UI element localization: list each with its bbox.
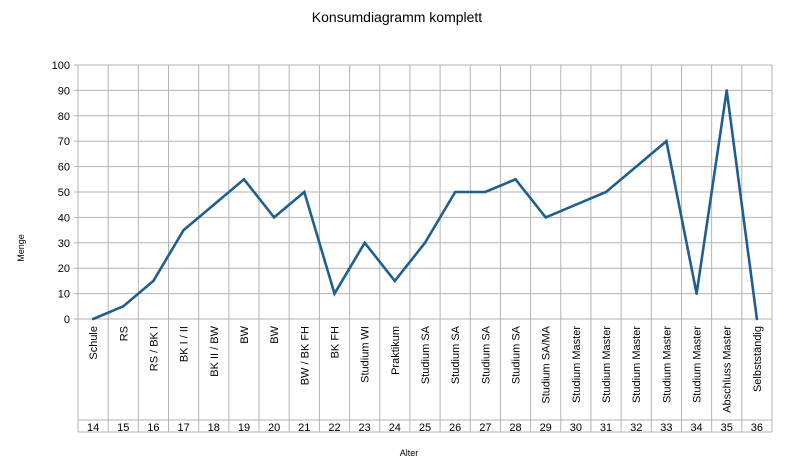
x-age-label: 36 [751,422,763,434]
y-tick-label: 90 [58,85,70,97]
x-age-label: 18 [208,422,220,434]
data-point [91,317,95,321]
x-age-label: 32 [630,422,642,434]
chart-title: Konsumdiagramm komplett [312,9,483,25]
x-age-label: 15 [117,422,129,434]
x-category-label: Studium Master [692,326,704,403]
x-age-label: 21 [298,422,310,434]
x-category-label: BW [269,325,281,343]
x-age-label: 20 [268,422,280,434]
x-category-label: Studium SA [450,325,462,384]
y-tick-label: 70 [58,136,70,148]
x-category-label: Studium SA [480,325,492,384]
x-category-label: BK FH [329,326,341,358]
x-age-label: 31 [600,422,612,434]
y-axis-label: Menge [16,234,26,262]
x-category-label: Studium Master [571,326,583,403]
data-point [423,241,427,245]
x-category-label: Praktikum [390,326,402,375]
x-category-label: Studium Master [661,326,673,403]
data-point [484,190,487,194]
data-point [453,190,457,194]
data-point [152,279,155,283]
data-point [634,165,638,168]
y-tick-label: 80 [58,111,70,123]
x-category-label: Studium SA [511,325,523,384]
data-point [272,216,276,219]
x-age-label: 28 [509,422,521,434]
y-tick-label: 30 [58,238,70,250]
data-point [725,89,729,92]
x-category-label: BW [239,325,251,343]
x-category-label: Studium Master [601,326,613,403]
x-category-label: RS [118,326,130,341]
data-point [604,190,608,194]
x-category-label: Studium SA [420,325,432,384]
y-tick-label: 0 [64,314,70,326]
data-point [393,279,397,283]
x-category-label: Selbstständig [752,326,764,392]
data-point [242,178,246,181]
x-age-label: 29 [540,422,552,434]
x-age-label: 19 [238,422,250,434]
data-point [574,203,578,206]
data-point [544,216,547,219]
x-age-label: 30 [570,422,582,434]
y-tick-label: 60 [58,162,70,174]
x-category-label: Studium SA/MA [541,325,553,403]
grid [74,64,773,433]
series-line [92,90,759,321]
x-age-label: 27 [479,422,491,434]
x-category-label: Studium Master [631,326,643,403]
data-point [363,241,366,245]
data-point [514,178,517,181]
data-point [121,305,125,308]
x-age-label: 24 [389,422,401,434]
x-age-label: 25 [419,422,431,434]
y-tick-label: 50 [58,187,70,199]
x-age-label: 16 [147,422,159,434]
x-category-label: Abschluss Master [722,326,734,413]
x-category-label: BK I / II [179,326,191,362]
x-age-label: 23 [359,422,371,434]
series [91,89,759,321]
data-point [303,190,306,194]
x-age-label: 22 [328,422,340,434]
x-axis-age-labels: 14 15 16 17 18 19 20 21 22 23 24 25 26 27 28 29 30 31 32 33… [87,422,763,434]
x-category-label: RS / BK I [148,326,160,371]
data-point [212,203,216,206]
data-point [695,292,698,295]
x-category-label: Schule [88,326,100,360]
data-point [755,317,759,321]
y-tick-label: 10 [58,289,70,301]
x-age-label: 35 [721,422,733,434]
y-tick-label: 20 [58,263,70,275]
data-point [333,292,336,295]
data-point [182,228,185,232]
y-tick-label: 40 [58,212,70,224]
x-category-label: Studium WI [360,326,372,383]
x-age-label: 33 [660,422,672,434]
y-tick-label: 100 [52,60,70,72]
x-age-label: 14 [87,422,99,434]
x-age-label: 26 [449,422,461,434]
x-axis-label: Alter [400,448,419,458]
x-category-label: BW / BK FH [299,326,311,385]
data-point [665,139,668,143]
x-age-label: 34 [690,422,702,434]
x-age-label: 17 [177,422,189,434]
x-category-label: BK II / BW [209,325,221,376]
x-axis-category-labels: Schule RS RS / BK I BK I / II BK II / BW BW BW… [88,325,764,412]
y-axis-ticks: 0 10 20 30 40 50 60 70 80 90 100 [52,60,70,326]
